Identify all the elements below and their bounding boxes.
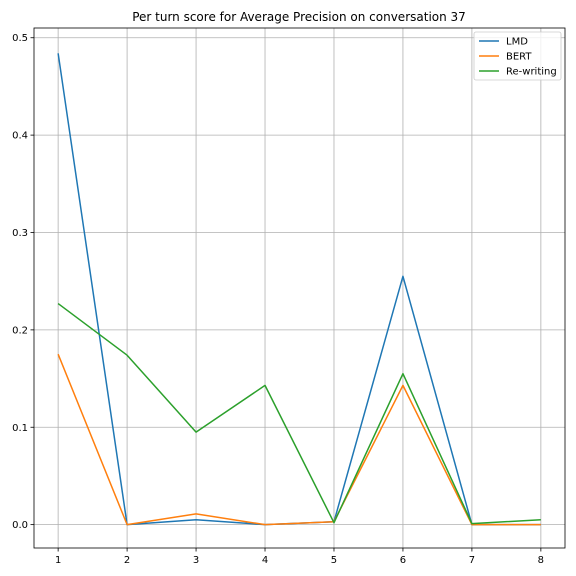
x-tick-label: 8: [538, 555, 544, 566]
x-tick-label: 1: [55, 555, 61, 566]
x-tick-label: 2: [124, 555, 130, 566]
y-tick-label: 0.2: [12, 325, 28, 336]
series-lines: [57, 53, 541, 526]
axis-ticks: 1 2 3 4 5 6 7 8 0.0 0.1 0.2 0.3 0.4 0.5: [12, 33, 544, 566]
y-tick-label: 0.0: [12, 520, 28, 531]
x-tick-label: 7: [469, 555, 475, 566]
legend-label: BERT: [506, 52, 532, 63]
y-tick-label: 0.5: [12, 33, 28, 44]
x-tick-label: 4: [262, 555, 268, 566]
x-tick-label: 6: [400, 555, 406, 566]
legend-label: LMD: [506, 37, 528, 48]
legend-label: Re-writing: [506, 67, 557, 78]
legend: LMD BERT Re-writing: [473, 31, 562, 81]
x-tick-label: 3: [193, 555, 199, 566]
series-line-bert: [57, 353, 541, 526]
y-tick-label: 0.3: [12, 228, 28, 239]
legend-box: [473, 31, 562, 81]
y-tick-label: 0.4: [12, 131, 28, 142]
y-tick-label: 0.1: [12, 423, 28, 434]
chart-title: Per turn score for Average Precision on …: [132, 10, 466, 24]
x-tick-label: 5: [331, 555, 337, 566]
plot-frame: [33, 27, 566, 549]
series-line-re-writing: [57, 302, 541, 525]
